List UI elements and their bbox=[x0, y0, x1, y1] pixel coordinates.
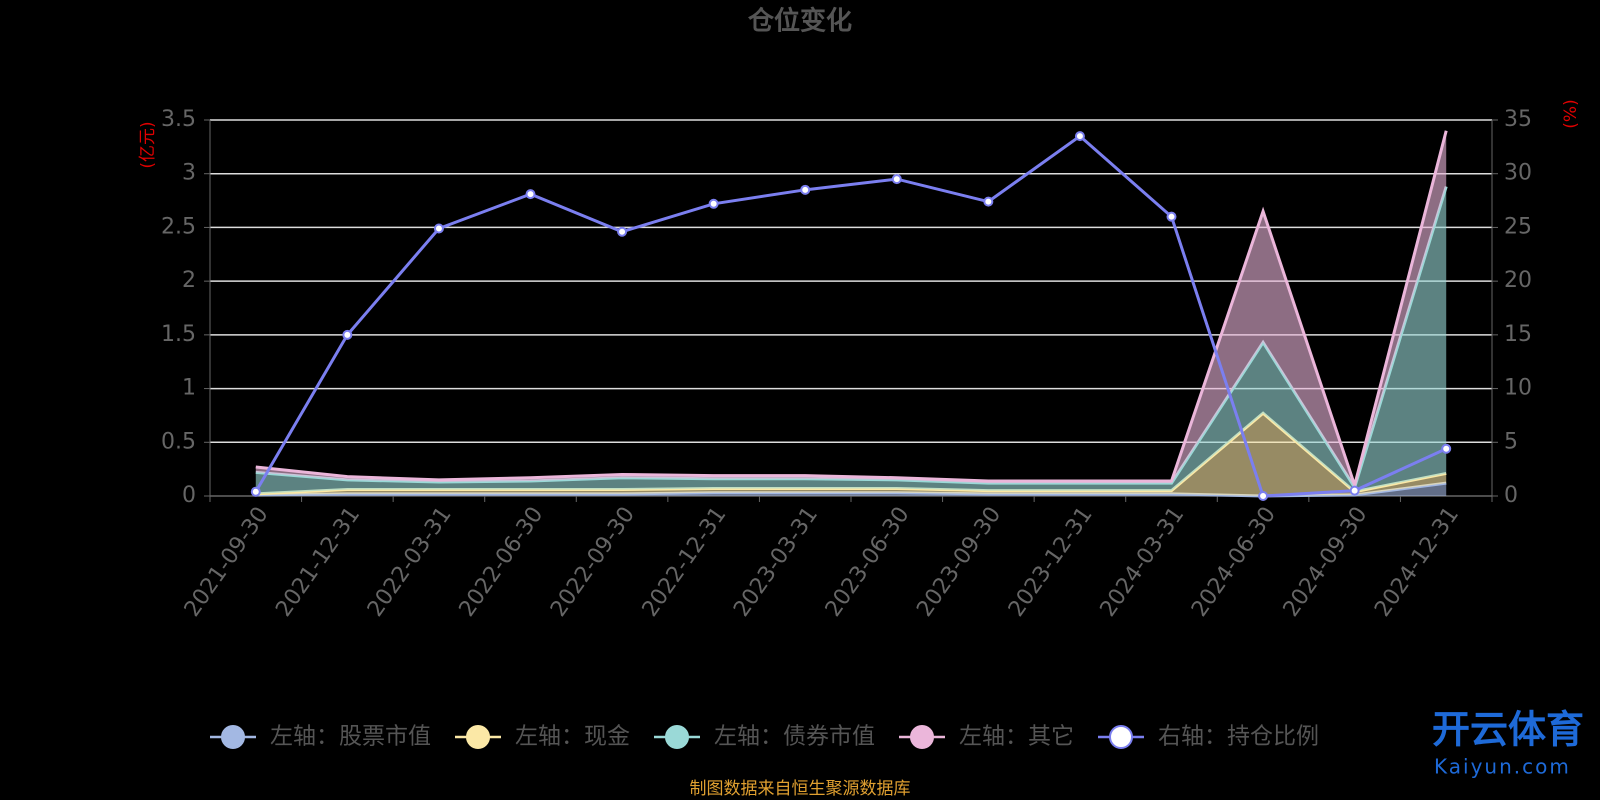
watermark: Kaiyun.com bbox=[1434, 755, 1571, 779]
point bbox=[250, 486, 261, 497]
x-tick-label: 2023-06-30 bbox=[821, 503, 915, 622]
y-tick-label: 0.5 bbox=[161, 429, 196, 454]
x-tick-label: 2022-12-31 bbox=[638, 503, 732, 622]
x-tick-label: 2023-09-30 bbox=[912, 503, 1006, 622]
y2-tick-label: 35 bbox=[1504, 107, 1532, 132]
y-tick-label: 2.5 bbox=[161, 214, 196, 239]
source-note: 制图数据来自恒生聚源数据库 bbox=[690, 779, 911, 799]
x-tick-label: 2024-12-31 bbox=[1370, 503, 1464, 622]
y2-tick-label: 5 bbox=[1504, 429, 1518, 454]
legend-label: 左轴：现金 bbox=[515, 724, 630, 750]
x-tick-label: 2024-06-30 bbox=[1187, 503, 1281, 622]
x-tick-label: 2022-03-31 bbox=[363, 503, 457, 622]
point bbox=[1349, 485, 1360, 496]
x-tick-label: 2021-12-31 bbox=[271, 503, 365, 622]
y2-tick-label: 20 bbox=[1504, 268, 1532, 293]
y2-tick-label: 0 bbox=[1504, 483, 1518, 508]
x-tick-label: 2022-06-30 bbox=[455, 503, 549, 622]
legend-label: 左轴：股票市值 bbox=[270, 724, 431, 750]
point bbox=[617, 226, 628, 237]
watermark: 开云体育 bbox=[1432, 708, 1584, 752]
y-tick-label: 2 bbox=[182, 268, 196, 293]
y-tick-label: 1.5 bbox=[161, 322, 196, 347]
legend-marker bbox=[665, 725, 689, 749]
point bbox=[983, 196, 994, 207]
point bbox=[433, 223, 444, 234]
x-tick-label: 2022-09-30 bbox=[546, 503, 640, 622]
point bbox=[1166, 211, 1177, 222]
legend-label: 左轴：其它 bbox=[959, 724, 1074, 750]
y2-tick-label: 10 bbox=[1504, 376, 1532, 401]
area bbox=[255, 413, 1447, 496]
legend-marker bbox=[221, 725, 245, 749]
y2-tick-label: 15 bbox=[1504, 322, 1532, 347]
y2-axis-label: (%) bbox=[1561, 99, 1581, 128]
y-tick-label: 3.5 bbox=[161, 107, 196, 132]
point bbox=[891, 174, 902, 185]
legend-label: 右轴：持仓比例 bbox=[1158, 724, 1319, 750]
x-tick-label: 2021-09-30 bbox=[180, 503, 274, 622]
chart-title: 仓位变化 bbox=[747, 6, 852, 37]
x-tick-label: 2023-03-31 bbox=[729, 503, 823, 622]
y-tick-label: 3 bbox=[182, 161, 196, 186]
y-axis-label: (亿元) bbox=[138, 121, 158, 168]
point bbox=[525, 189, 536, 200]
x-tick-label: 2023-12-31 bbox=[1004, 503, 1098, 622]
legend-marker bbox=[910, 725, 934, 749]
legend-label: 左轴：债券市值 bbox=[714, 724, 875, 750]
x-tick-label: 2024-03-31 bbox=[1096, 503, 1190, 622]
y-tick-label: 0 bbox=[182, 483, 196, 508]
point bbox=[342, 329, 353, 340]
point bbox=[708, 198, 719, 209]
area bbox=[255, 186, 1447, 494]
x-tick-label: 2024-09-30 bbox=[1279, 503, 1373, 622]
point bbox=[1441, 443, 1452, 454]
legend-marker bbox=[466, 725, 490, 749]
area-line bbox=[255, 130, 1448, 491]
line bbox=[254, 134, 1447, 498]
point bbox=[800, 184, 811, 195]
y-tick-label: 1 bbox=[182, 376, 196, 401]
y2-tick-label: 30 bbox=[1504, 161, 1532, 186]
point bbox=[1074, 131, 1085, 142]
y2-tick-label: 25 bbox=[1504, 214, 1532, 239]
legend-marker bbox=[1109, 725, 1133, 749]
point bbox=[1258, 491, 1269, 501]
